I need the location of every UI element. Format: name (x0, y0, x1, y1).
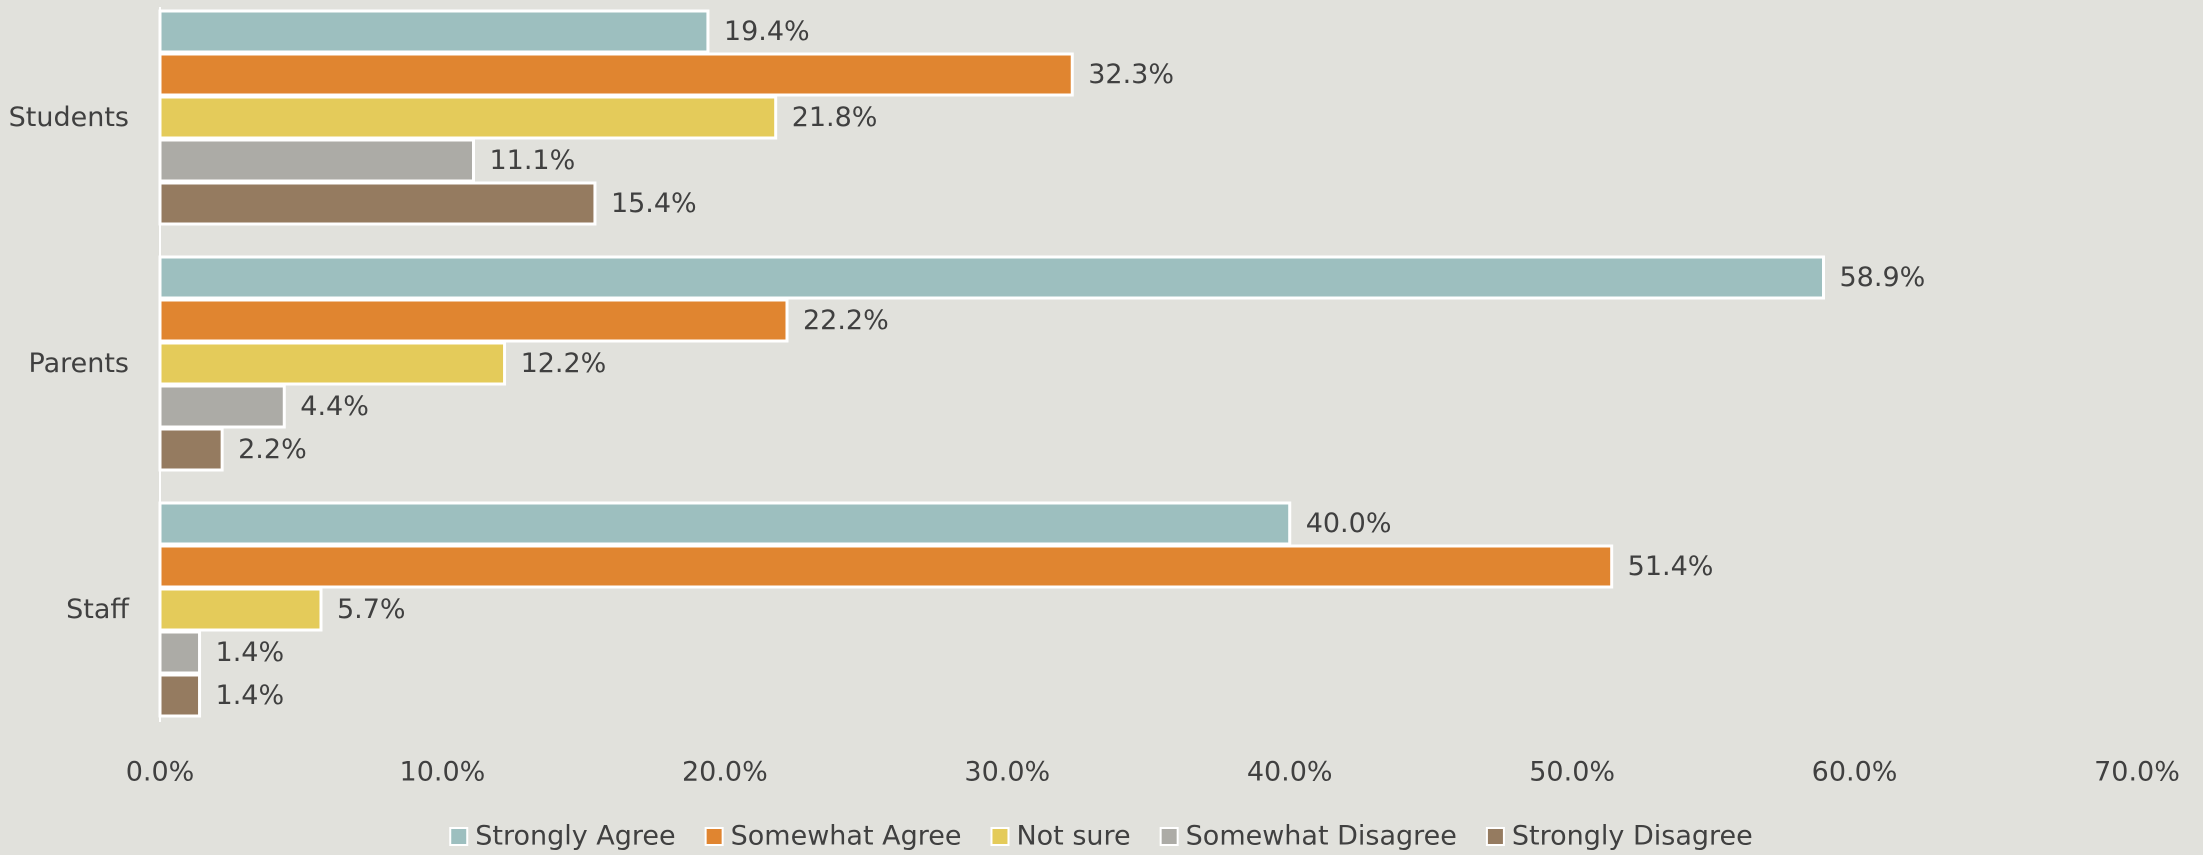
data-label: 32.3% (1088, 59, 1174, 90)
x-tick-label: 40.0% (1247, 757, 1333, 788)
legend-label: Not sure (1016, 821, 1130, 852)
bar (158, 95, 778, 140)
data-label: 4.4% (300, 391, 369, 422)
legend-label: Somewhat Agree (731, 821, 962, 852)
data-label: 58.9% (1840, 262, 1926, 293)
bar (158, 427, 224, 472)
bar (158, 630, 202, 675)
bar (158, 673, 202, 718)
bar (158, 138, 475, 183)
data-label: 11.1% (489, 145, 575, 176)
x-tick-label: 10.0% (400, 757, 486, 788)
x-tick-label: 70.0% (2094, 757, 2180, 788)
bar (158, 9, 710, 54)
legend-label: Strongly Agree (475, 821, 675, 852)
legend-swatch (704, 827, 724, 846)
data-label: 2.2% (238, 434, 307, 465)
data-label: 51.4% (1628, 551, 1714, 582)
legend-swatch (1159, 827, 1179, 846)
x-tick-label: 50.0% (1529, 757, 1615, 788)
bar (158, 298, 789, 343)
legend-swatch (449, 827, 469, 846)
bar (158, 52, 1074, 97)
bar (158, 341, 507, 386)
data-label: 21.8% (792, 102, 878, 133)
bar (158, 384, 286, 429)
x-tick-label: 60.0% (1812, 757, 1898, 788)
y-tick-label: Students (9, 102, 129, 133)
data-label: 19.4% (724, 16, 810, 47)
bar (158, 501, 1292, 546)
data-label: 5.7% (337, 594, 406, 625)
data-label: 15.4% (611, 188, 697, 219)
data-label: 22.2% (803, 305, 889, 336)
bar (158, 587, 323, 632)
data-label: 12.2% (521, 348, 607, 379)
data-label: 1.4% (216, 637, 285, 668)
x-tick-label: 20.0% (682, 757, 768, 788)
bar (158, 181, 597, 226)
data-label: 40.0% (1306, 508, 1392, 539)
y-tick-label: Parents (29, 348, 130, 379)
x-tick-label: 30.0% (964, 757, 1050, 788)
bar (158, 255, 1826, 300)
legend-swatch (990, 827, 1010, 846)
x-tick-label: 0.0% (126, 757, 195, 788)
data-label: 1.4% (216, 680, 285, 711)
y-tick-label: Staff (66, 594, 130, 625)
legend-label: Strongly Disagree (1512, 821, 1753, 852)
legend-label: Somewhat Disagree (1186, 821, 1457, 852)
bar (158, 544, 1614, 589)
legend-swatch (1485, 827, 1505, 846)
